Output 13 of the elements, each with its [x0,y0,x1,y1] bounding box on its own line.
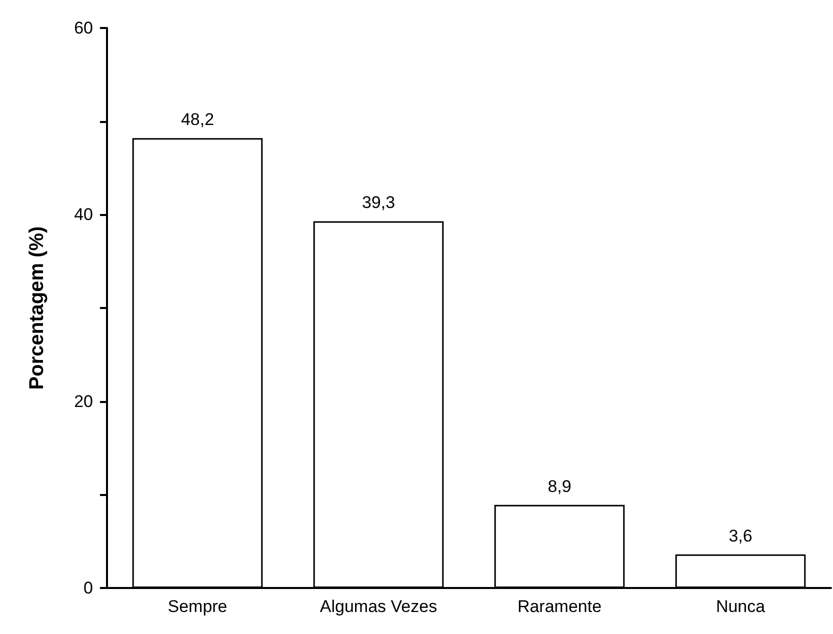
data-label: 3,6 [728,526,752,546]
x-tick-label: Sempre [168,597,228,616]
x-tick-label: Algumas Vezes [320,597,438,616]
y-tick-label: 40 [74,205,93,224]
x-tick-label: Nunca [716,597,766,616]
y-axis-title: Porcentagem (%) [26,226,48,390]
x-tick-label: Raramente [517,597,602,616]
data-label: 8,9 [548,476,572,496]
data-label: 39,3 [362,193,396,212]
y-tick-label: 60 [74,18,93,38]
y-tick-label: 20 [74,392,93,411]
data-label: 48,2 [180,110,214,130]
y-tick-label: 0 [84,578,93,598]
